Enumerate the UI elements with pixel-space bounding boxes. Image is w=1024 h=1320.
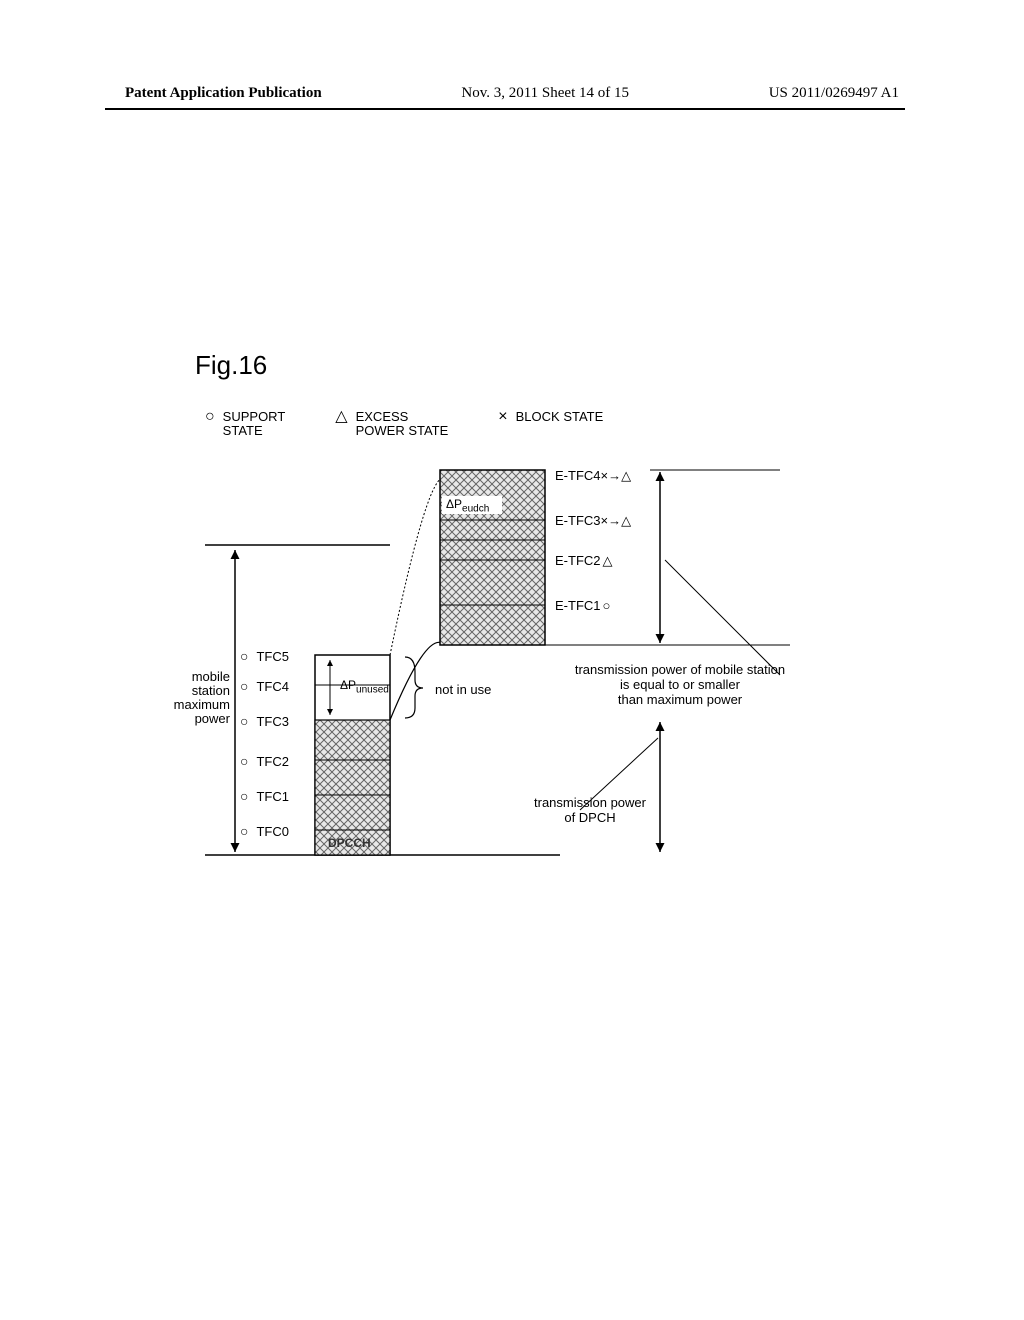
etfc3-label: E-TFC3×→△	[555, 513, 631, 529]
tfc1-label: ○ TFC1	[240, 788, 289, 804]
dpcch-label: DPCCH	[328, 836, 371, 850]
circle-icon: ○	[240, 823, 248, 839]
circle-icon: ○	[205, 410, 215, 423]
delta-p-unused: ΔPunused	[340, 678, 389, 695]
tfc3-label: ○ TFC3	[240, 713, 289, 729]
circle-icon: ○	[240, 788, 248, 804]
diagram: mobile station maximum power ○ TFC5 ○ TF…	[180, 460, 830, 880]
x-icon: ×	[498, 410, 507, 423]
note-tx-power-max: transmission power of mobile station is …	[550, 662, 810, 707]
circle-icon: ○	[240, 648, 248, 664]
legend: ○ SUPPORT STATE △ EXCESS POWER STATE × B…	[205, 410, 603, 438]
tfc4-label: ○ TFC4	[240, 678, 289, 694]
etfc4-label: E-TFC4×→△	[555, 468, 631, 484]
header-left: Patent Application Publication	[125, 85, 322, 102]
tfc0-label: ○ TFC0	[240, 823, 289, 839]
tfc2-label: ○ TFC2	[240, 753, 289, 769]
etfc2-label: E-TFC2△	[555, 553, 613, 569]
delta-p-eudch: ΔPeudch	[446, 497, 489, 514]
not-in-use-label: not in use	[435, 682, 491, 697]
header-mid: Nov. 3, 2011 Sheet 14 of 15	[461, 85, 629, 102]
legend-support-text1: SUPPORT	[223, 409, 286, 424]
triangle-icon: △	[335, 410, 347, 423]
header-divider	[105, 108, 905, 110]
legend-excess-text2: POWER STATE	[356, 423, 449, 438]
circle-icon: ○	[240, 713, 248, 729]
legend-block-text1: BLOCK STATE	[516, 409, 604, 424]
legend-support: ○ SUPPORT STATE	[205, 410, 285, 438]
mobile-max-power-label: mobile station maximum power	[150, 670, 230, 726]
circle-icon: ○	[240, 753, 248, 769]
legend-block: × BLOCK STATE	[498, 410, 603, 438]
circle-icon: ○	[240, 678, 248, 694]
legend-excess: △ EXCESS POWER STATE	[335, 410, 448, 438]
etfc1-label: E-TFC1○	[555, 598, 610, 613]
header-right: US 2011/0269497 A1	[769, 85, 899, 102]
figure-label: Fig.16	[195, 350, 267, 381]
note-tx-power-dpch: transmission power of DPCH	[510, 795, 670, 825]
tfc5-label: ○ TFC5	[240, 648, 289, 664]
legend-support-text2: STATE	[223, 423, 263, 438]
legend-excess-text1: EXCESS	[356, 409, 409, 424]
